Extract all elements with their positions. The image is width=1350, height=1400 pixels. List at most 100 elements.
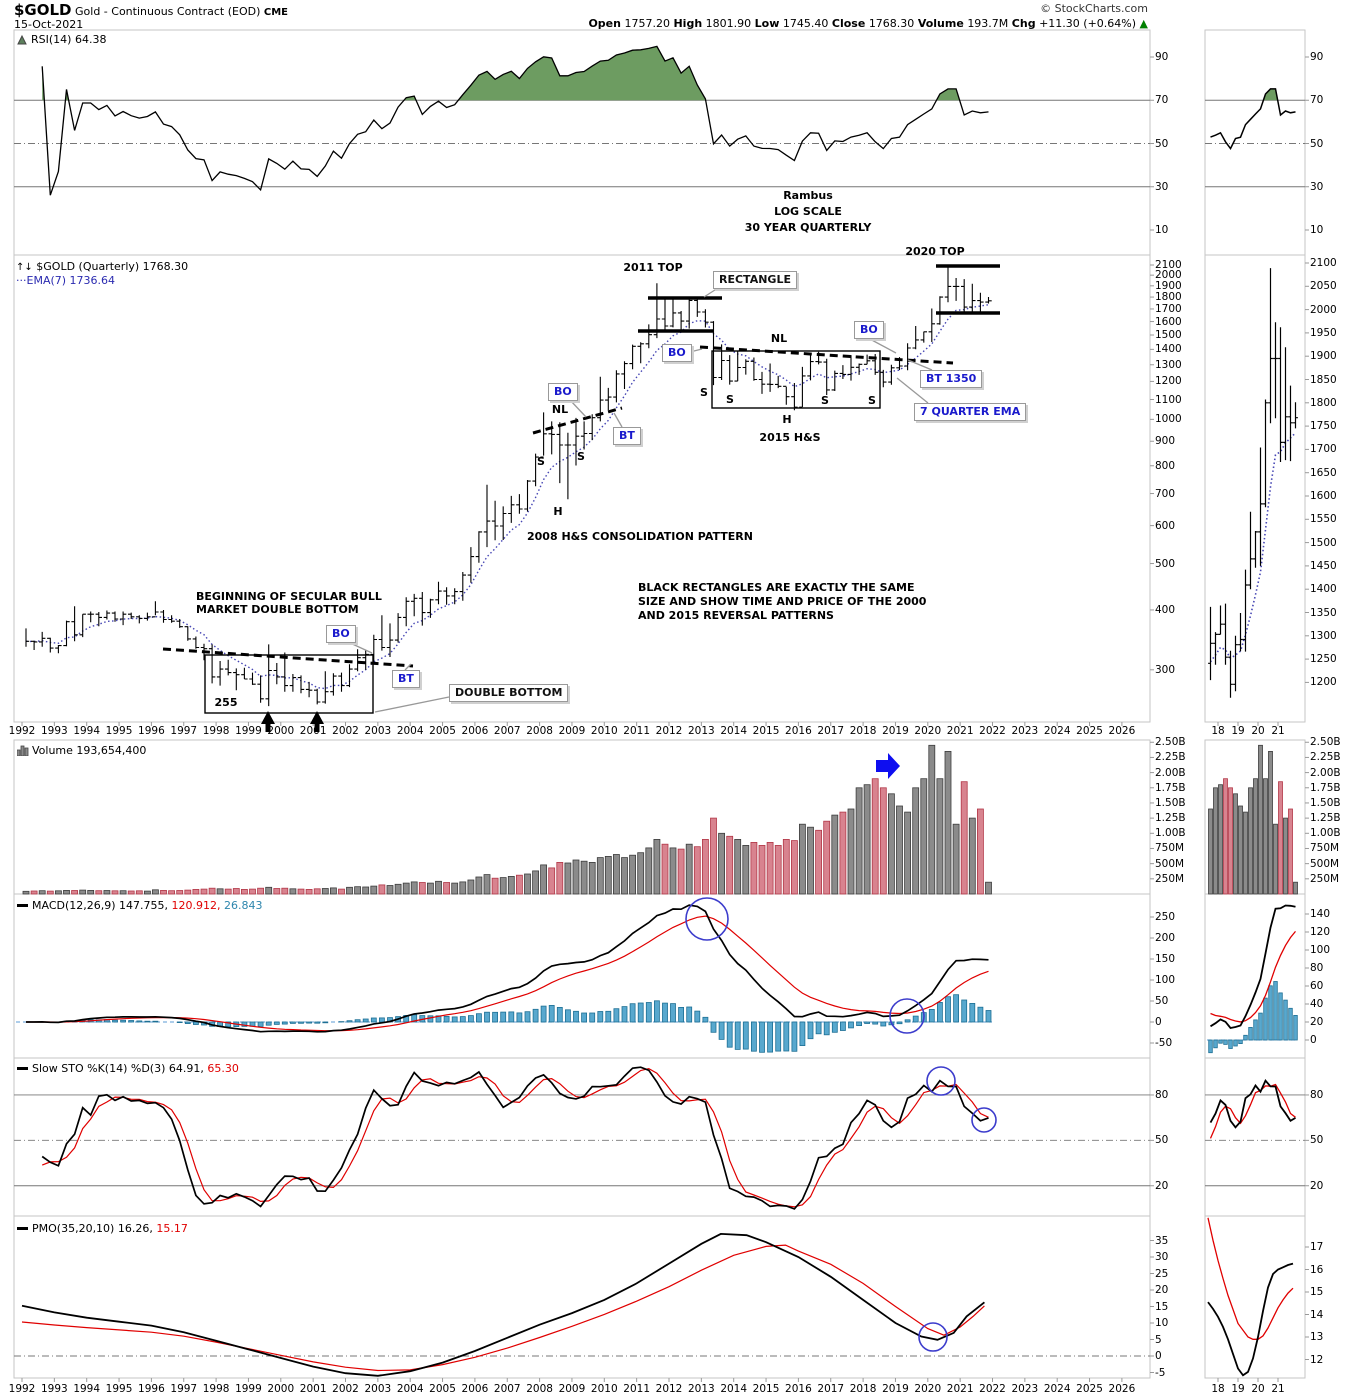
macd-histogram-bar	[306, 1021, 313, 1024]
mini-panel-border	[1204, 1057, 1306, 1217]
axis-label: 500M	[1155, 857, 1185, 870]
chart-annotation: S	[726, 393, 734, 407]
macd-histogram-bar	[823, 1021, 830, 1036]
volume-bar	[459, 881, 467, 895]
chg-label: Chg	[1011, 17, 1036, 30]
chart-annotation: BLACK RECTANGLES ARE EXACTLY THE SAME	[638, 581, 915, 594]
volume-bar	[977, 808, 984, 895]
macd-histogram-bar	[621, 1006, 628, 1023]
volume-bar	[896, 805, 903, 895]
macd-histogram-bar	[840, 1021, 846, 1031]
chart-annotation: 2008 H&S CONSOLIDATION PATTERN	[527, 530, 753, 543]
volume-bar	[791, 840, 798, 895]
year-label: 1994	[73, 1383, 101, 1395]
macd-histogram-bar	[314, 1021, 321, 1024]
volume-bar-mini	[1283, 817, 1288, 895]
chg-value: +11.30 (+0.64%)	[1039, 17, 1137, 30]
stockcharts-credit: © StockCharts.com	[1040, 2, 1148, 15]
year-label: 2023	[1011, 1383, 1039, 1395]
macd-histogram-bar	[751, 1021, 757, 1052]
chart-annotation: AND 2015 REVERSAL PATTERNS	[638, 609, 834, 622]
year-label: 2014	[720, 725, 748, 737]
open-value: 1757.20	[624, 17, 670, 30]
macd-histogram-bar	[451, 1016, 458, 1023]
volume-bar-mini	[1253, 778, 1258, 895]
axis-label: 80	[1310, 962, 1324, 974]
axis-label: 15	[1310, 1286, 1324, 1298]
macd-histogram-bar	[467, 1015, 474, 1023]
chart-annotation: S	[700, 386, 708, 400]
axis-label: 2100	[1155, 259, 1182, 271]
volume-label: Volume	[917, 17, 964, 30]
volume-value: 193.7M	[967, 17, 1009, 30]
volume-legend-icon	[16, 745, 29, 757]
year-label: 2005	[429, 1383, 456, 1395]
high-value: 1801.90	[705, 17, 752, 30]
axis-label: 1.25B	[1155, 812, 1186, 825]
pmo-line	[21, 1232, 985, 1377]
volume-bar	[224, 888, 232, 895]
macd-histogram-bar	[516, 1012, 523, 1023]
high-label: High	[673, 17, 703, 30]
volume-bar-mini	[1243, 811, 1248, 895]
macd-histogram-bar	[354, 1019, 361, 1023]
volume-bar	[621, 857, 628, 895]
axis-label: 2.25B	[1155, 751, 1186, 764]
crossover-circle	[971, 1107, 997, 1133]
volume-bar	[912, 787, 920, 895]
annotation-callout: BO	[662, 344, 692, 363]
volume-legend-text: Volume 193,654,400	[32, 744, 147, 757]
macd-signal-line	[26, 915, 989, 1032]
year-label: 2024	[1043, 1383, 1071, 1395]
chart-annotation: LOG SCALE	[774, 205, 842, 219]
macd-value-1: 147.755,	[119, 899, 169, 912]
sto-d-line	[41, 1067, 989, 1208]
volume-bar	[871, 778, 879, 895]
axis-label: 2.00B	[1155, 766, 1186, 779]
price-legend-text: $GOLD (Quarterly) 1768.30	[36, 260, 189, 273]
axis-label: 250M	[1310, 872, 1340, 885]
axis-label: 1.75B	[1155, 781, 1186, 794]
macd-legend-name: MACD(12,26,9)	[32, 899, 116, 912]
year-label: 19	[1231, 725, 1245, 737]
volume-bar	[426, 882, 434, 895]
volume-bar	[313, 888, 321, 895]
year-label: 2020	[914, 725, 942, 737]
macd-histogram-bar	[298, 1021, 304, 1024]
year-label: 18	[1211, 1383, 1225, 1395]
volume-bar	[556, 862, 564, 895]
price-close-ticks-mini	[1210, 357, 1298, 685]
macd-histogram-bar	[322, 1021, 329, 1024]
chart-annotation: S	[577, 450, 585, 464]
axis-label: 1650	[1310, 466, 1337, 479]
macd-histogram-bar	[443, 1016, 450, 1023]
macd-histogram-bar	[605, 1010, 612, 1023]
year-label: 2011	[623, 1383, 651, 1395]
macd-histogram-bar	[662, 1002, 668, 1023]
axis-label: 1.50B	[1310, 796, 1341, 809]
rsi-legend-text: RSI(14) 64.38	[31, 33, 107, 46]
year-label: 2002	[332, 725, 359, 737]
macd-histogram-bar	[524, 1011, 531, 1023]
volume-bar	[38, 890, 46, 895]
macd-histogram-bar-mini	[1258, 1012, 1263, 1041]
year-label: 1993	[40, 725, 68, 737]
year-label: 2025	[1076, 725, 1103, 737]
ema-legend-text: EMA(7) 1736.64	[26, 274, 116, 287]
macd-histogram-bar	[346, 1020, 353, 1023]
macd-histogram-bar	[742, 1021, 749, 1050]
macd-histogram-bar	[176, 1021, 183, 1024]
axis-label: 140	[1310, 908, 1331, 920]
macd-histogram-bar	[120, 1019, 126, 1023]
volume-bar	[30, 890, 38, 895]
axis-label: 30	[1310, 180, 1324, 193]
axis-label: 30	[1155, 1251, 1169, 1263]
macd-histogram-bar-mini	[1238, 1039, 1243, 1044]
year-label: 2003	[364, 725, 392, 737]
macd-histogram-bar-mini	[1213, 1039, 1218, 1049]
macd-line-mini	[1210, 904, 1296, 1029]
volume-bar	[734, 839, 742, 895]
volume-bar	[572, 859, 580, 895]
panel-border	[13, 1057, 1151, 1217]
callout-tail	[569, 399, 587, 418]
